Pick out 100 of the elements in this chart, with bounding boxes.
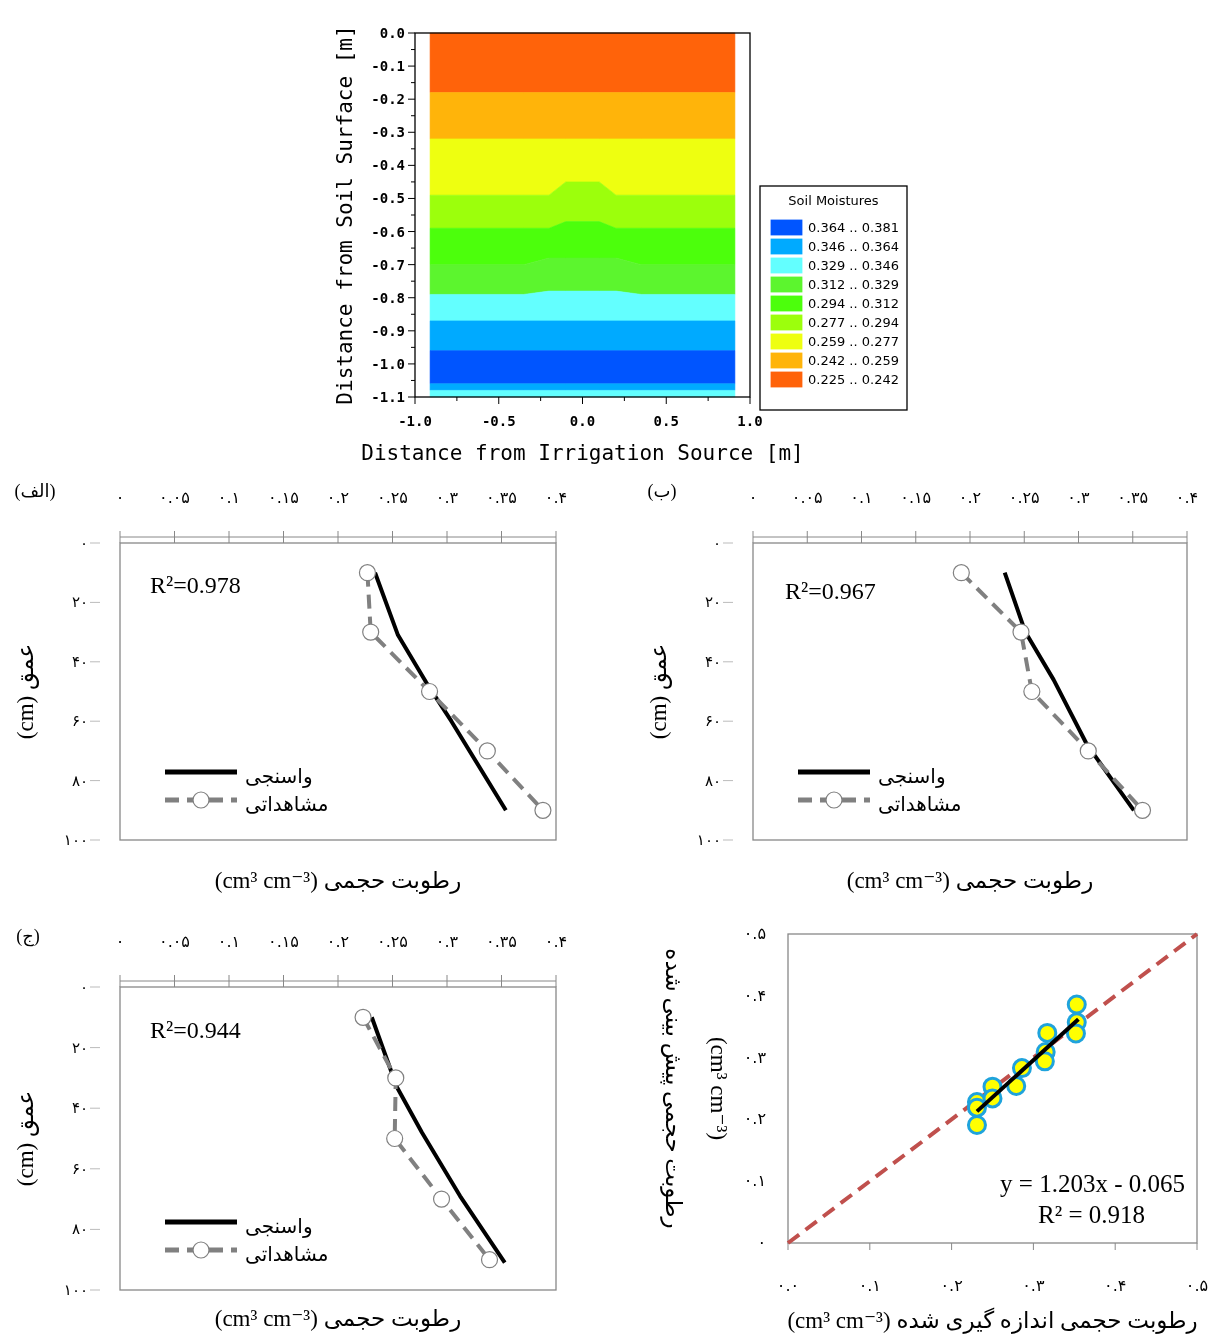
point [1065,1023,1086,1044]
y-tick-label: ۰.۱ [743,1171,766,1191]
text: (الف) [14,481,56,502]
x-tick-label: ۰.۲۵ [1008,488,1040,507]
y-axis-title: عمق (cm) [646,643,672,740]
legend-label: مشاهداتی [245,1243,329,1265]
x-tick-label: ۰.۳ [1022,1276,1045,1295]
point [1079,742,1097,760]
y-tick-label: ۶۰ [71,712,88,731]
x-tick-label: ۰.۱۵ [268,932,299,951]
x-tick-label: ۰.۲۵ [377,932,408,951]
y-tick-label: ۸۰ [71,771,88,790]
y-tick-label: ۰.۴ [743,985,766,1005]
x-axis-title: رطوبت حجمی اندازه گیری شده (cm³ cm⁻³) [787,1307,1198,1334]
y-tick-label: ۶۰ [71,1159,88,1178]
legend-label: 0.294 .. 0.312 [808,296,899,311]
y-tick-label: ۰.۳ [743,1047,767,1067]
y-tick-label: -0.2 [371,91,405,108]
x-tick-label: ۰.۱۵ [268,488,299,507]
y-tick-label: ۲۰ [71,1038,88,1057]
legend-label: 0.329 .. 0.346 [808,258,899,273]
y-tick-label: ۱۰۰ [696,831,721,849]
x-tick-label: 0.5 [653,413,679,429]
x-tick-label: ۰.۴ [544,932,568,951]
legend-label: 0.277 .. 0.294 [808,315,899,330]
legend-label: 0.242 .. 0.259 [808,353,899,368]
x-tick-label: ۰.۰۵ [791,488,823,507]
legend-label: واسنجی [245,765,313,788]
x-tick-label: 1.0 [737,413,763,429]
y-tick-label: ۴۰ [71,1099,88,1118]
x-tick-label: 0.0 [569,413,596,429]
y-tick-label: -0.4 [371,157,405,174]
y-tick-label: -0.1 [371,58,405,75]
y-tick-label: -0.5 [371,190,405,207]
point [1012,623,1030,641]
x-tick-label: ۰.۰۵ [159,488,190,507]
text: (ب) [647,481,677,502]
y-tick-label: -0.6 [371,223,405,240]
point [386,1129,404,1148]
y-tick-label: ۲۰ [71,593,88,612]
legend-label: 0.225 .. 0.242 [808,372,899,387]
x-tick-label: ۰.۱ [217,932,241,951]
y-tick-label: ۰ [79,534,88,552]
y-tick-label: ۲۰ [704,593,721,612]
legend-label: 0.364 .. 0.381 [808,220,899,235]
x-tick-label: ۰.۴ [1104,1276,1127,1295]
x-tick-label: ۰ [115,488,125,507]
y-tick-label: 0.0 [379,25,405,41]
point [362,623,380,641]
text: (ج) [16,926,40,947]
x-tick-label: ۰ [115,932,125,951]
y-tick-label: -0.3 [371,124,405,141]
point [1037,1022,1058,1043]
y-tick-label: ۸۰ [71,1220,88,1239]
point [358,564,377,582]
x-tick-label: ۰.۳ [435,932,459,951]
x-tick-label: ۰.۳۵ [1117,488,1149,507]
y-tick-label: -1.0 [371,355,405,372]
x-tick-label: ۰.۲ [326,488,350,507]
annotation: R²=0.944 [150,1017,241,1043]
y-tick-label: ۰ [79,978,88,996]
y-tick-label: ۶۰ [704,712,721,731]
y-tick-label: -1.1 [371,389,405,405]
y-axis-title: عمق (cm) [13,643,39,740]
x-tick-label: ۰.۰ [776,1276,800,1295]
x-tick-label: ۰.۲ [958,488,982,507]
y-tick-label: ۴۰ [704,652,721,671]
legend-label: 0.346 .. 0.364 [808,239,899,254]
x-tick-label: ۰.۱ [217,488,241,507]
x-axis-title: رطوبت حجمی (cm³ cm⁻³) [214,1306,462,1332]
x-tick-label: ۰.۳ [435,488,459,507]
x-tick-label: ۰.۰۵ [159,932,190,951]
y-tick-label: ۱۰۰ [63,1281,88,1299]
x-tick-label: ۰.۴ [544,488,568,507]
x-tick-label: -1.0 [398,413,432,429]
point [354,1008,372,1026]
annotation: R²=0.978 [150,572,241,598]
point [966,1114,987,1135]
annotation: R²=0.967 [785,578,876,604]
legend-label: 0.259 .. 0.277 [808,334,899,349]
x-tick-label: ۰.۵ [1185,1276,1209,1295]
point [1023,682,1041,701]
x-axis-title: Distance from Irrigation Source [m] [361,441,804,465]
x-tick-label: ۰.۱ [858,1276,881,1295]
x-tick-label: ۰.۲۵ [377,488,408,507]
point [432,1190,451,1208]
y-axis-title: Distance from Soil Surface [m] [333,25,357,405]
y-tick-label: ۰ [757,1233,766,1252]
annotation: y = 1.203x - 0.065 [1000,1170,1185,1197]
legend-title: Soil Moistures [788,193,879,208]
legend-label: 0.312 .. 0.329 [808,277,899,292]
point [478,742,496,760]
annotation: R² = 0.918 [1037,1201,1145,1228]
y-tick-label: -0.9 [371,322,405,339]
x-tick-label: -0.5 [481,413,516,429]
x-axis-title: رطوبت حجمی (cm³ cm⁻³) [846,868,1094,894]
y-tick-label: ۸۰ [704,771,721,790]
x-tick-label: ۰.۳۵ [486,488,517,507]
y-tick-label: ۰.۲ [743,1109,766,1129]
y-tick-label: ۰ [712,534,721,552]
